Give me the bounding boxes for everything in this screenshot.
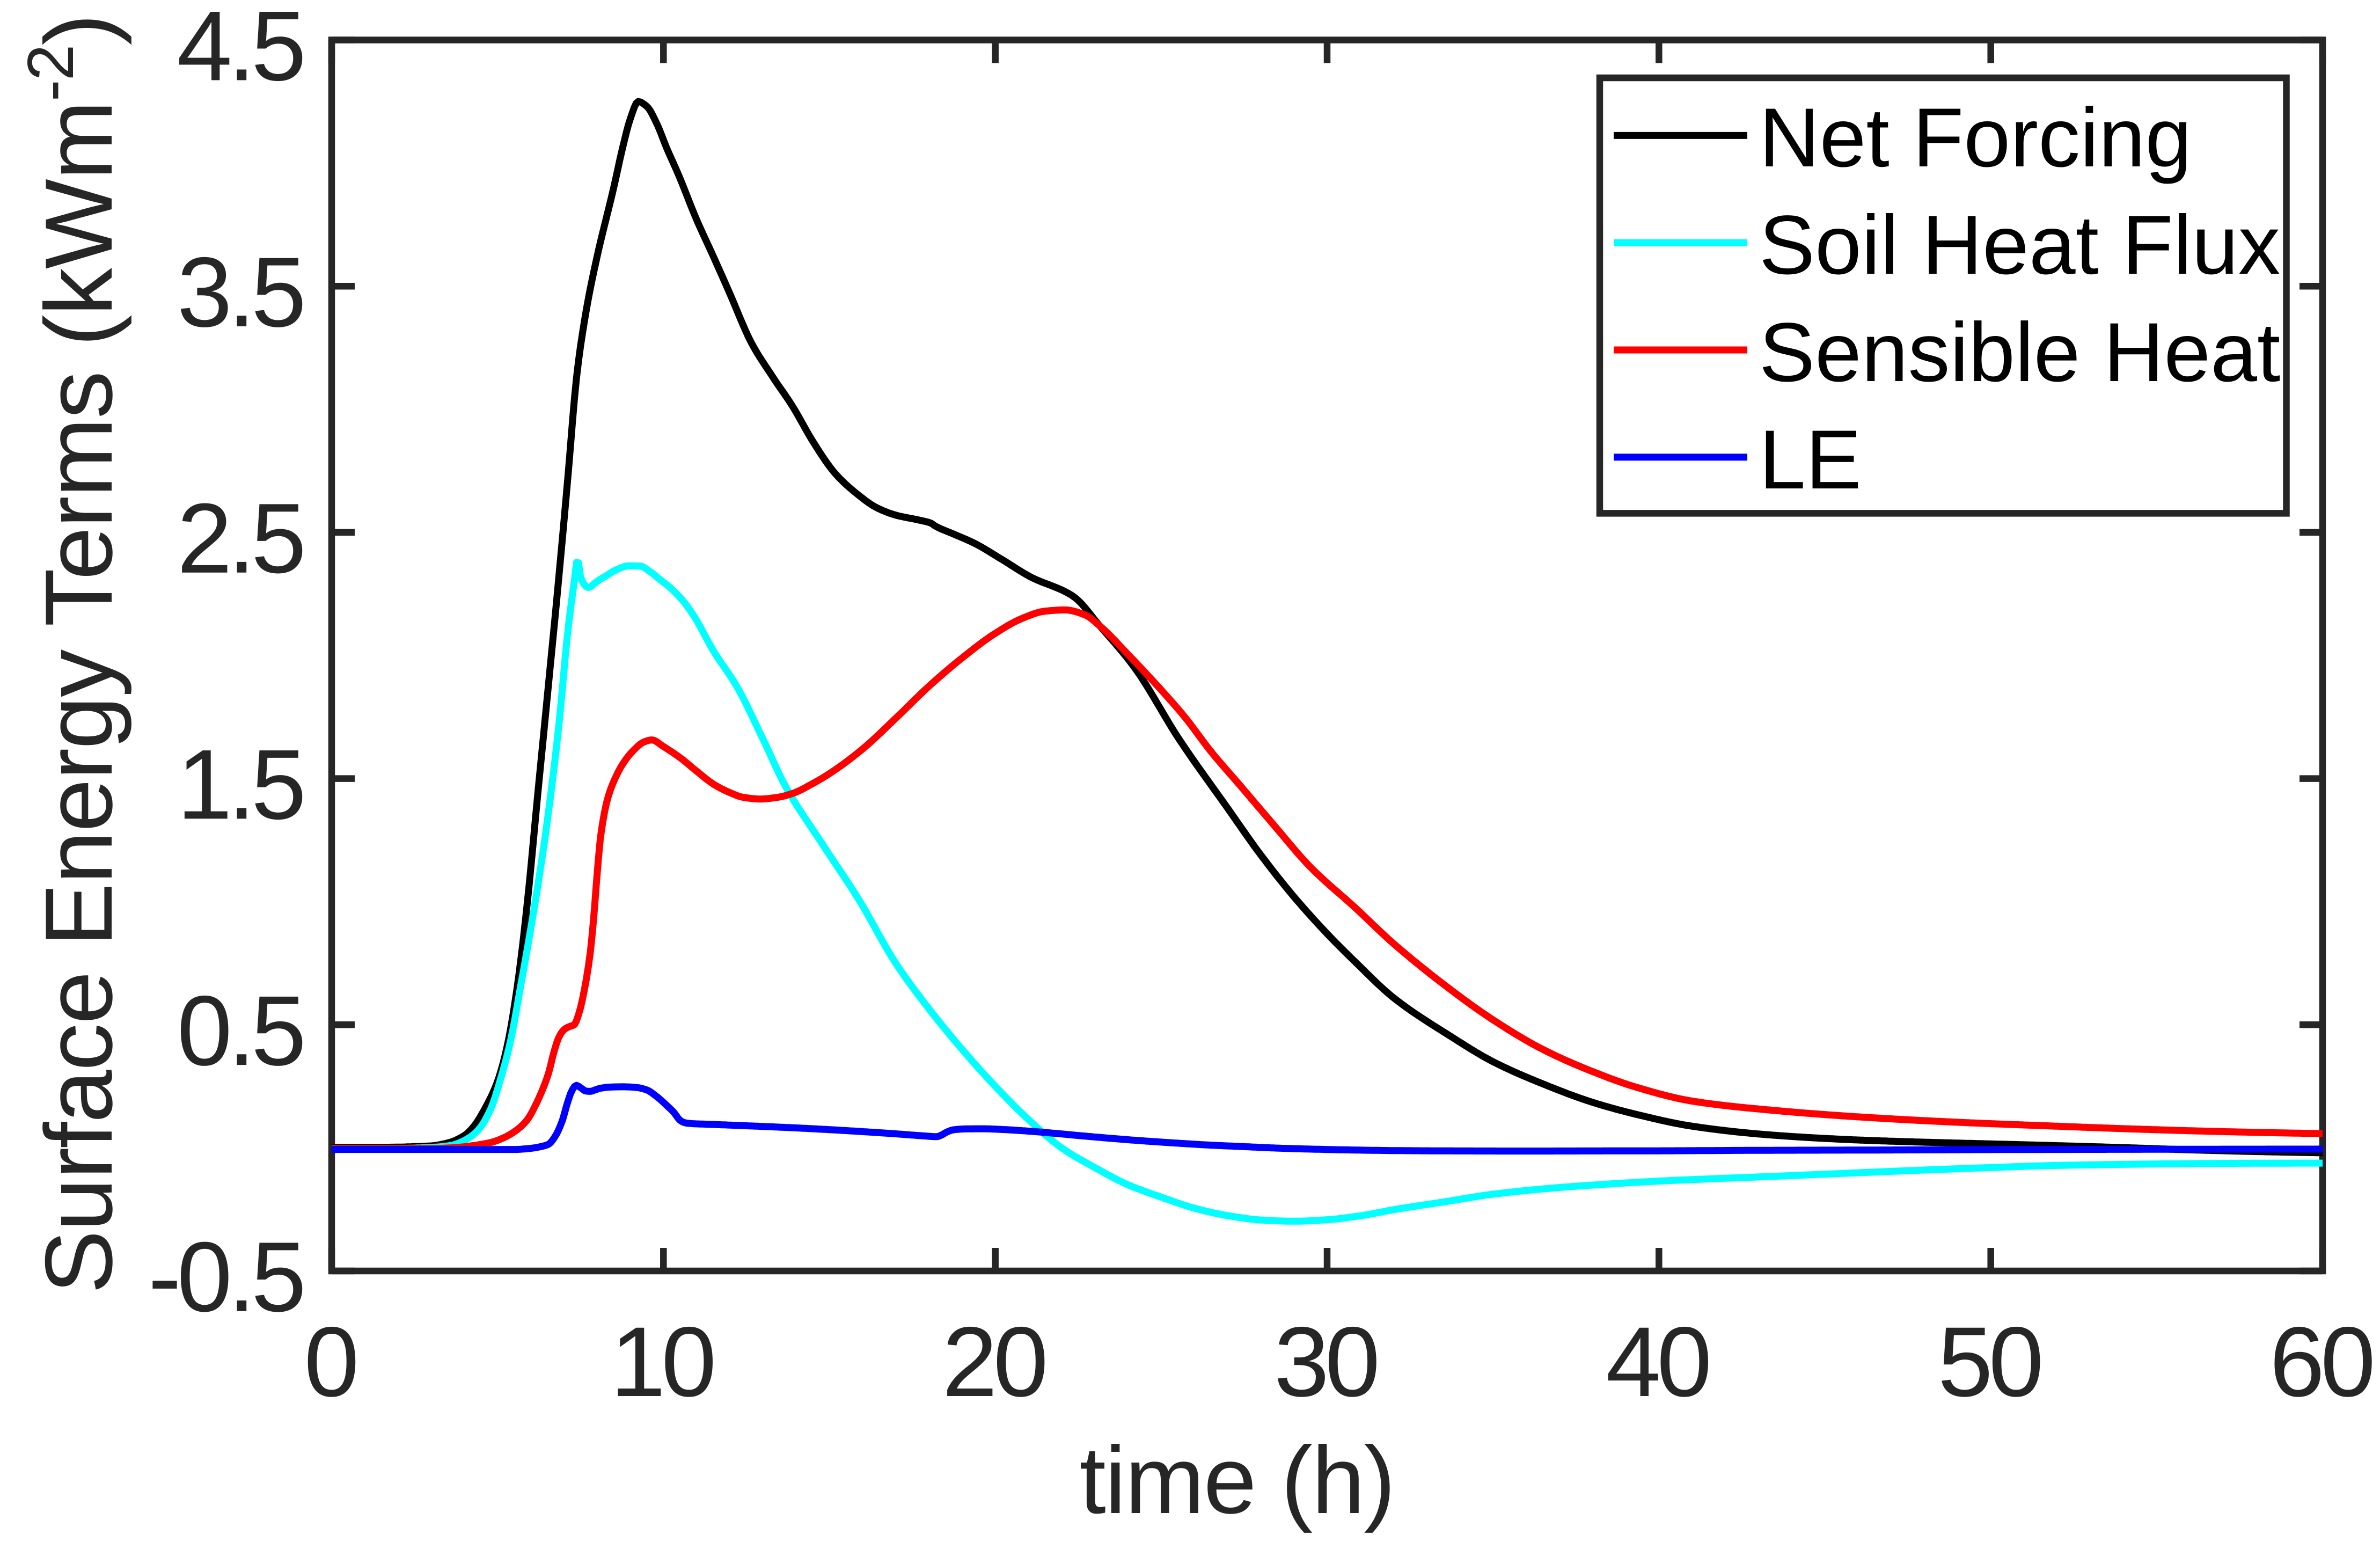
svg-text:Net Forcing: Net Forcing [1759, 91, 2192, 185]
svg-text:1.5: 1.5 [177, 729, 303, 840]
svg-text:Soil Heat Flux: Soil Heat Flux [1759, 199, 2280, 292]
svg-text:3.5: 3.5 [177, 237, 303, 348]
svg-text:time (h): time (h) [1079, 1427, 1394, 1533]
svg-text:30: 30 [1274, 1307, 1376, 1417]
svg-text:-0.5: -0.5 [148, 1222, 303, 1333]
svg-text:4.5: 4.5 [177, 0, 303, 101]
svg-text:Surface Energy Terms (kWm-2): Surface Energy Terms (kWm-2) [14, 14, 132, 1293]
svg-text:50: 50 [1938, 1307, 2040, 1417]
svg-text:0.5: 0.5 [177, 976, 303, 1086]
svg-text:2.5: 2.5 [177, 484, 303, 594]
svg-text:Sensible Heat: Sensible Heat [1759, 306, 2280, 399]
svg-text:10: 10 [610, 1307, 713, 1417]
svg-text:60: 60 [2269, 1307, 2372, 1417]
svg-text:20: 20 [942, 1307, 1045, 1417]
svg-text:40: 40 [1606, 1307, 1708, 1417]
svg-text:0: 0 [304, 1307, 356, 1417]
svg-text:LE: LE [1759, 413, 1862, 507]
